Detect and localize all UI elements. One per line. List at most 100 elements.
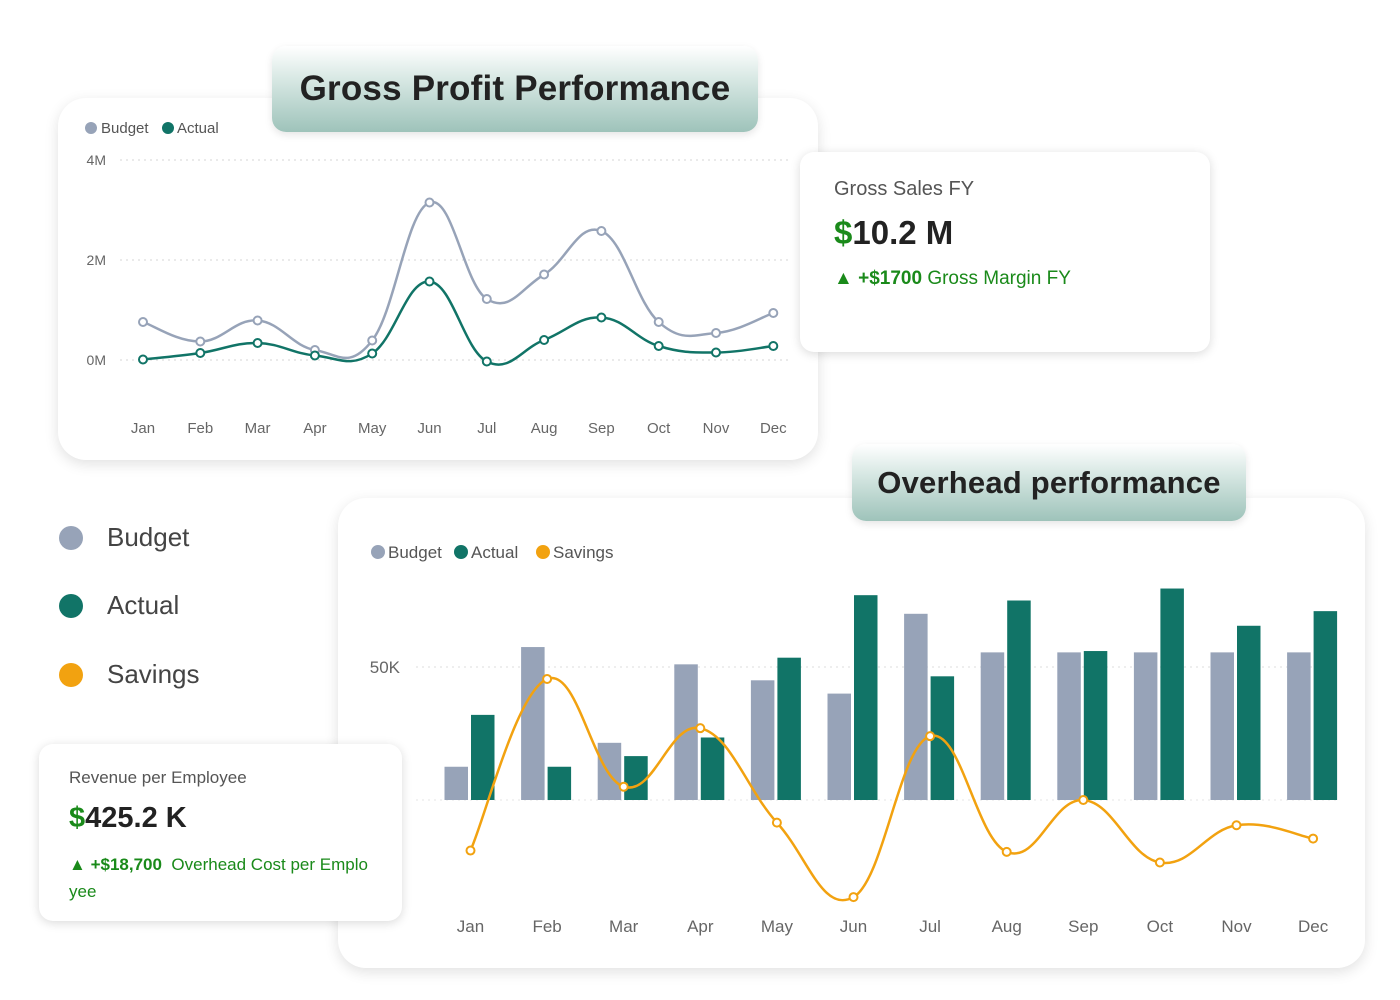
oh-actual-bar bbox=[1313, 611, 1338, 800]
oh-budget-bar bbox=[1057, 652, 1081, 800]
gp-legend: Budget Actual bbox=[85, 120, 219, 137]
oh-budget-bar bbox=[750, 680, 775, 800]
gp-legend-budget-label: Budget bbox=[101, 120, 149, 137]
oh-savings-point bbox=[695, 723, 706, 734]
gp-budget-point bbox=[481, 294, 492, 304]
overhead-chart: Budget Actual Savings 50K Jan Feb Mar Apr Ma… bbox=[370, 543, 1338, 936]
side-legend-actual-dot bbox=[59, 593, 83, 618]
oh-legend-savings-dot bbox=[536, 545, 550, 559]
gp-actual-point bbox=[424, 276, 435, 287]
gp-y-tick-label: 0M bbox=[87, 352, 106, 368]
gp-x-tick-label: Sep bbox=[588, 420, 615, 437]
oh-actual-bar bbox=[854, 595, 878, 800]
oh-savings-curve bbox=[469, 676, 1314, 902]
oh-x-tick-label: Aug bbox=[992, 917, 1022, 936]
gross-profit-title: Gross Profit Performance bbox=[272, 46, 758, 132]
gp-legend-budget-dot bbox=[85, 122, 97, 134]
gp-x-ticks: Jan Feb Mar Apr May Jun Jul Aug Sep Oct Nov Dec bbox=[131, 420, 787, 437]
gp-x-tick-label: Jul bbox=[477, 420, 496, 437]
oh-budget-bar bbox=[1133, 652, 1158, 800]
gp-actual-point bbox=[653, 341, 664, 351]
gp-budget-point bbox=[138, 317, 148, 327]
oh-bars bbox=[444, 588, 1338, 800]
gp-x-tick-label: May bbox=[358, 420, 387, 437]
side-legend-actual-label: Actual bbox=[107, 590, 180, 620]
gp-budget-point bbox=[195, 336, 206, 347]
side-legend-savings-label: Savings bbox=[107, 659, 200, 689]
oh-legend-budget-label: Budget bbox=[388, 543, 442, 562]
oh-budget-bar bbox=[521, 647, 545, 800]
gp-actual-point bbox=[367, 348, 378, 359]
gp-budget-point bbox=[711, 328, 721, 338]
side-legend-savings-dot bbox=[59, 662, 83, 687]
side-legend-budget-dot bbox=[59, 525, 83, 550]
oh-x-tick-label: Apr bbox=[687, 917, 714, 936]
gp-x-tick-label: Jan bbox=[131, 420, 155, 437]
oh-y-tick-label: 50K bbox=[370, 658, 401, 677]
revenue-per-employee-delta: ▲ +$18,700 Overhead Cost per Emplo yee bbox=[69, 851, 389, 905]
overhead-title: Overhead performance bbox=[852, 444, 1246, 521]
gross-sales-label: Gross Sales FY bbox=[834, 178, 975, 200]
oh-budget-bar bbox=[444, 766, 468, 800]
gp-actual-line bbox=[142, 280, 774, 366]
revenue-per-employee-delta-text: Overhead Cost per Emplo bbox=[171, 855, 368, 874]
oh-legend-savings-label: Savings bbox=[553, 543, 613, 562]
up-arrow-icon: ▲ bbox=[69, 855, 86, 874]
oh-budget-bar bbox=[980, 652, 1005, 800]
gp-x-tick-label: Mar bbox=[245, 420, 271, 437]
gp-y-tick-label: 4M bbox=[87, 152, 106, 168]
oh-savings-point bbox=[1001, 846, 1012, 857]
oh-budget-bar bbox=[597, 742, 622, 800]
oh-savings-point bbox=[1231, 820, 1242, 831]
oh-x-tick-label: May bbox=[761, 917, 794, 936]
gp-x-tick-label: Jun bbox=[417, 420, 441, 437]
oh-actual-bar bbox=[1007, 600, 1031, 800]
oh-x-tick-label: Oct bbox=[1147, 917, 1174, 936]
oh-budget-bar bbox=[904, 613, 928, 800]
gross-sales-delta: ▲ +$1700 Gross Margin FY bbox=[834, 268, 1071, 290]
oh-actual-bar bbox=[1083, 651, 1108, 800]
gross-sales-value: $10.2 M bbox=[834, 214, 953, 252]
oh-legend-actual-dot bbox=[454, 545, 468, 559]
side-legend-item-savings: Savings bbox=[59, 659, 200, 690]
oh-savings-line bbox=[465, 673, 1319, 903]
oh-savings-point bbox=[465, 845, 476, 856]
oh-savings-point bbox=[618, 781, 629, 792]
gp-actual-point bbox=[768, 341, 779, 351]
oh-savings-point bbox=[848, 892, 859, 903]
side-legend-budget-label: Budget bbox=[107, 522, 190, 552]
gp-x-tick-label: Apr bbox=[303, 420, 326, 437]
revenue-per-employee-kpi: Revenue per Employee $425.2 K ▲ +$18,700… bbox=[39, 744, 402, 921]
oh-actual-bar bbox=[547, 766, 572, 800]
gp-budget-point bbox=[539, 269, 550, 280]
oh-savings-point bbox=[1308, 833, 1319, 844]
oh-x-tick-label: Jan bbox=[457, 917, 484, 936]
oh-x-tick-label: Mar bbox=[609, 917, 639, 936]
revenue-per-employee-value: $425.2 K bbox=[69, 802, 187, 835]
oh-legend-budget-dot bbox=[371, 545, 385, 559]
gp-budget-point bbox=[768, 308, 779, 318]
oh-legend: Budget Actual Savings bbox=[371, 543, 613, 562]
oh-x-tick-label: Sep bbox=[1068, 917, 1098, 936]
gp-gridlines bbox=[120, 159, 788, 361]
oh-savings-point bbox=[542, 673, 553, 684]
oh-savings-point bbox=[1078, 795, 1089, 805]
oh-budget-bar bbox=[827, 693, 851, 800]
side-legend-item-budget: Budget bbox=[59, 522, 189, 553]
gross-sales-delta-text: Gross Margin FY bbox=[927, 268, 1071, 289]
oh-actual-bar bbox=[700, 737, 725, 800]
revenue-per-employee-value-number: 425.2 K bbox=[85, 802, 187, 834]
oh-savings-point bbox=[771, 817, 782, 828]
gp-budget-point bbox=[424, 197, 435, 208]
oh-budget-bar bbox=[1287, 652, 1311, 800]
side-legend-item-actual: Actual bbox=[59, 590, 179, 621]
oh-x-tick-label: Nov bbox=[1221, 917, 1252, 936]
gp-legend-actual-dot bbox=[162, 122, 174, 134]
gp-x-tick-label: Feb bbox=[187, 420, 213, 437]
oh-x-ticks: Jan Feb Mar Apr May Jun Jul Aug Sep Oct Nov Dec bbox=[457, 917, 1329, 936]
gp-actual-point bbox=[711, 347, 721, 358]
gp-actual-point bbox=[539, 335, 550, 345]
revenue-per-employee-delta-line2: yee bbox=[69, 882, 97, 901]
gp-x-tick-label: Dec bbox=[760, 420, 787, 437]
revenue-per-employee-label: Revenue per Employee bbox=[69, 768, 247, 787]
